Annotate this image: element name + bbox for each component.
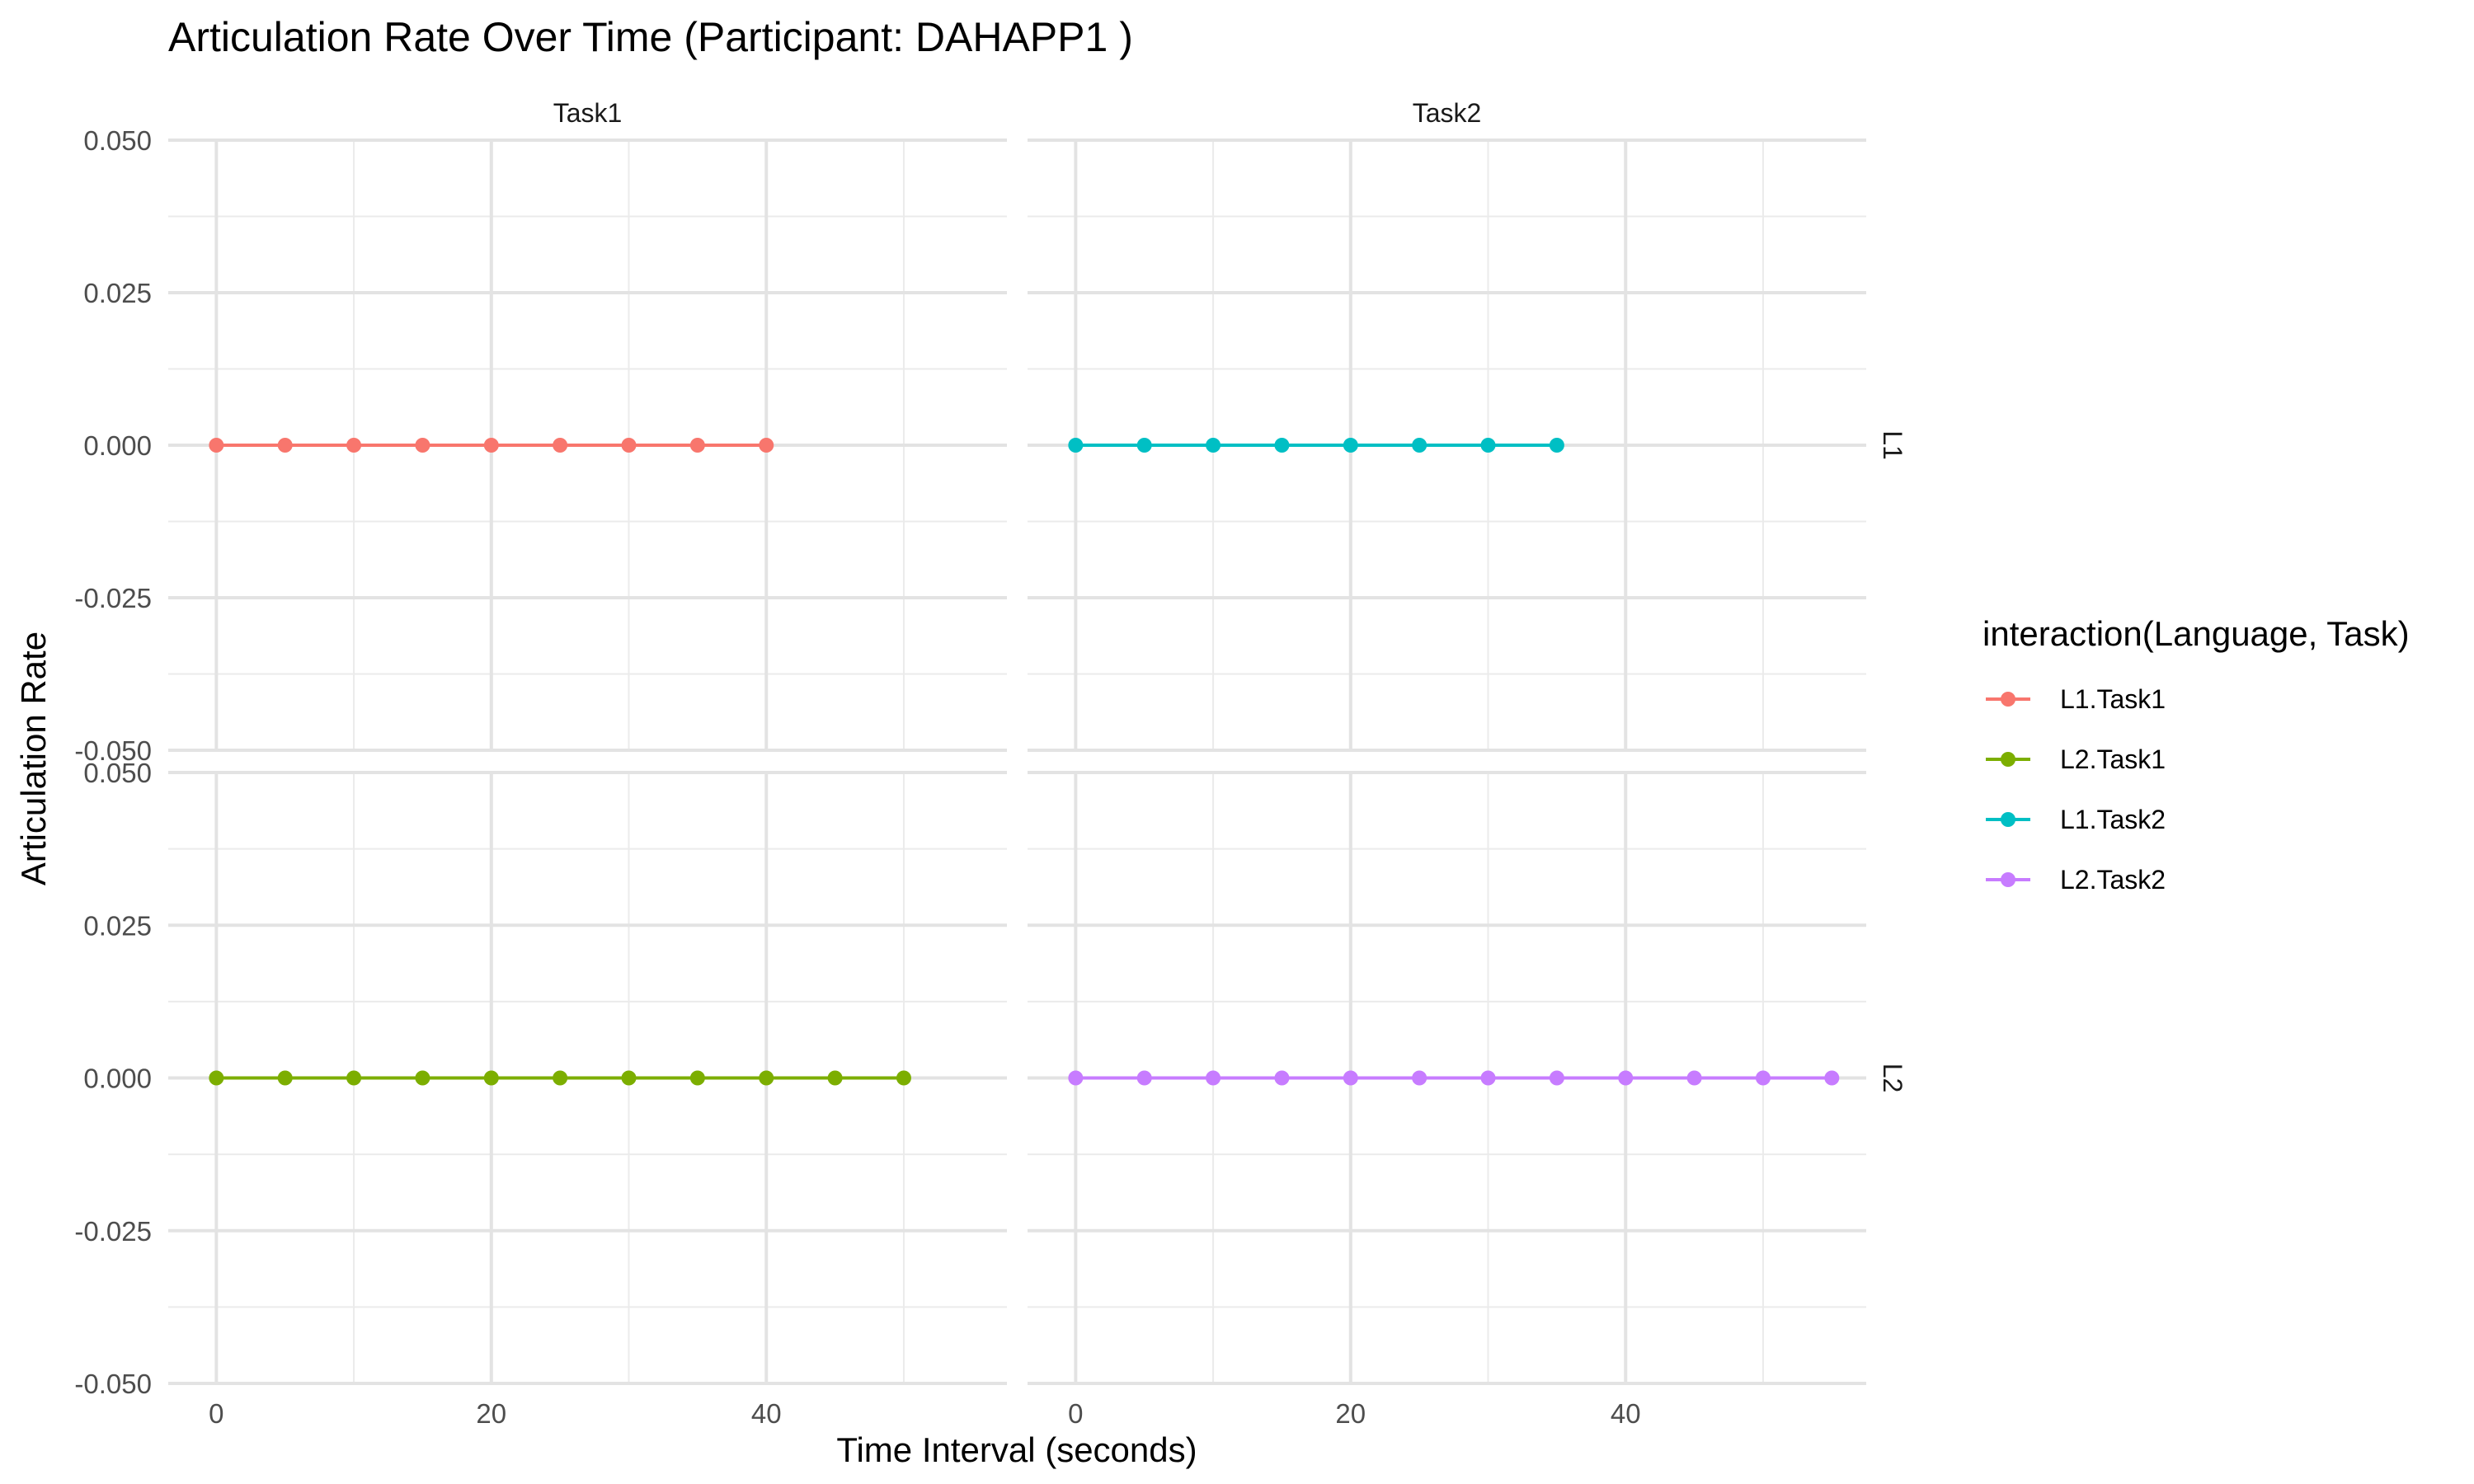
data-point <box>277 1070 293 1086</box>
data-point <box>759 438 774 453</box>
y-tick-label: -0.050 <box>74 735 152 766</box>
legend-item: L2.Task1 <box>1986 744 2166 774</box>
data-point <box>621 1070 637 1086</box>
data-point <box>1824 1070 1840 1086</box>
data-point <box>827 1070 843 1086</box>
y-tick-label: 0.050 <box>83 125 152 156</box>
facet-strip-Task2: Task2 <box>1413 98 1482 128</box>
data-point <box>1755 1070 1771 1086</box>
legend-item: L2.Task2 <box>1986 865 2166 895</box>
data-point <box>1549 1070 1564 1086</box>
data-point <box>1274 438 1290 453</box>
data-point <box>415 438 430 453</box>
data-point <box>1480 1070 1496 1086</box>
legend-item: L1.Task1 <box>1986 684 2166 714</box>
data-point <box>1549 438 1564 453</box>
data-point <box>483 1070 499 1086</box>
data-point <box>553 438 568 453</box>
data-point <box>1068 1070 1084 1086</box>
x-tick-label: 0 <box>209 1398 223 1429</box>
data-point <box>1068 438 1084 453</box>
y-tick-label: -0.025 <box>74 583 152 613</box>
legend-key-point <box>2001 812 2015 827</box>
legend-label: L1.Task1 <box>2060 684 2166 714</box>
legend-item: L1.Task2 <box>1986 805 2166 834</box>
facet-strip-Task1: Task1 <box>553 98 623 128</box>
data-point <box>346 438 362 453</box>
legend-label: L2.Task2 <box>2060 865 2166 895</box>
x-axis-title: Time Interval (seconds) <box>836 1430 1197 1469</box>
data-point <box>1274 1070 1290 1086</box>
data-point <box>689 438 705 453</box>
data-point <box>1136 438 1152 453</box>
data-point <box>209 1070 224 1086</box>
data-point <box>1206 1070 1221 1086</box>
y-tick-label: 0.000 <box>83 430 152 461</box>
data-point <box>896 1070 911 1086</box>
y-tick-label: 0.025 <box>83 278 152 308</box>
facet-panel-L1-Task2 <box>1028 139 1866 752</box>
data-point <box>1412 1070 1427 1086</box>
series-L2.Task2 <box>1068 1070 1840 1086</box>
data-point <box>209 438 224 453</box>
data-point <box>1412 438 1427 453</box>
legend: interaction(Language, Task) L1.Task1 L2.T… <box>1982 614 2410 895</box>
legend-items: L1.Task1 L2.Task1 L1.Task2 L2.Task2 <box>1986 684 2166 895</box>
legend-label: L2.Task1 <box>2060 744 2166 774</box>
series-L2.Task1 <box>209 1070 911 1086</box>
facet-panels: Task1 Task2 L1 L2 0.050 0.025 0.000 -0.025 -0.05… <box>74 98 1907 1429</box>
data-point <box>1343 1070 1358 1086</box>
y-tick-label: 0.000 <box>83 1064 152 1094</box>
legend-key-point <box>2001 752 2015 767</box>
y-axis-title: Articulation Rate <box>14 632 53 885</box>
data-point <box>483 438 499 453</box>
legend-title: interaction(Language, Task) <box>1982 614 2410 653</box>
legend-label: L1.Task2 <box>2060 805 2166 834</box>
x-tick-label: 40 <box>751 1398 782 1429</box>
legend-key-point <box>2001 872 2015 887</box>
data-point <box>346 1070 362 1086</box>
y-tick-label: 0.025 <box>83 910 152 941</box>
x-tick-label: 20 <box>1335 1398 1366 1429</box>
data-point <box>1206 438 1221 453</box>
y-tick-label: -0.050 <box>74 1369 152 1399</box>
legend-key-point <box>2001 692 2015 707</box>
data-point <box>759 1070 774 1086</box>
y-tick-label: -0.025 <box>74 1216 152 1247</box>
data-point <box>621 438 637 453</box>
data-point <box>1480 438 1496 453</box>
x-tick-label: 0 <box>1068 1398 1083 1429</box>
data-point <box>1343 438 1358 453</box>
data-point <box>553 1070 568 1086</box>
y-tick-label: 0.050 <box>83 758 152 788</box>
x-tick-label: 40 <box>1611 1398 1641 1429</box>
data-point <box>1618 1070 1634 1086</box>
series-L1.Task2 <box>1068 438 1564 453</box>
data-point <box>1686 1070 1702 1086</box>
chart-title: Articulation Rate Over Time (Participant… <box>168 14 1133 60</box>
data-point <box>689 1070 705 1086</box>
series-L1.Task1 <box>209 438 774 453</box>
data-point <box>1136 1070 1152 1086</box>
data-point <box>415 1070 430 1086</box>
x-tick-label: 20 <box>476 1398 506 1429</box>
facet-strip-L2: L2 <box>1878 1064 1907 1093</box>
facet-strip-L1: L1 <box>1878 430 1907 460</box>
data-point <box>277 438 293 453</box>
